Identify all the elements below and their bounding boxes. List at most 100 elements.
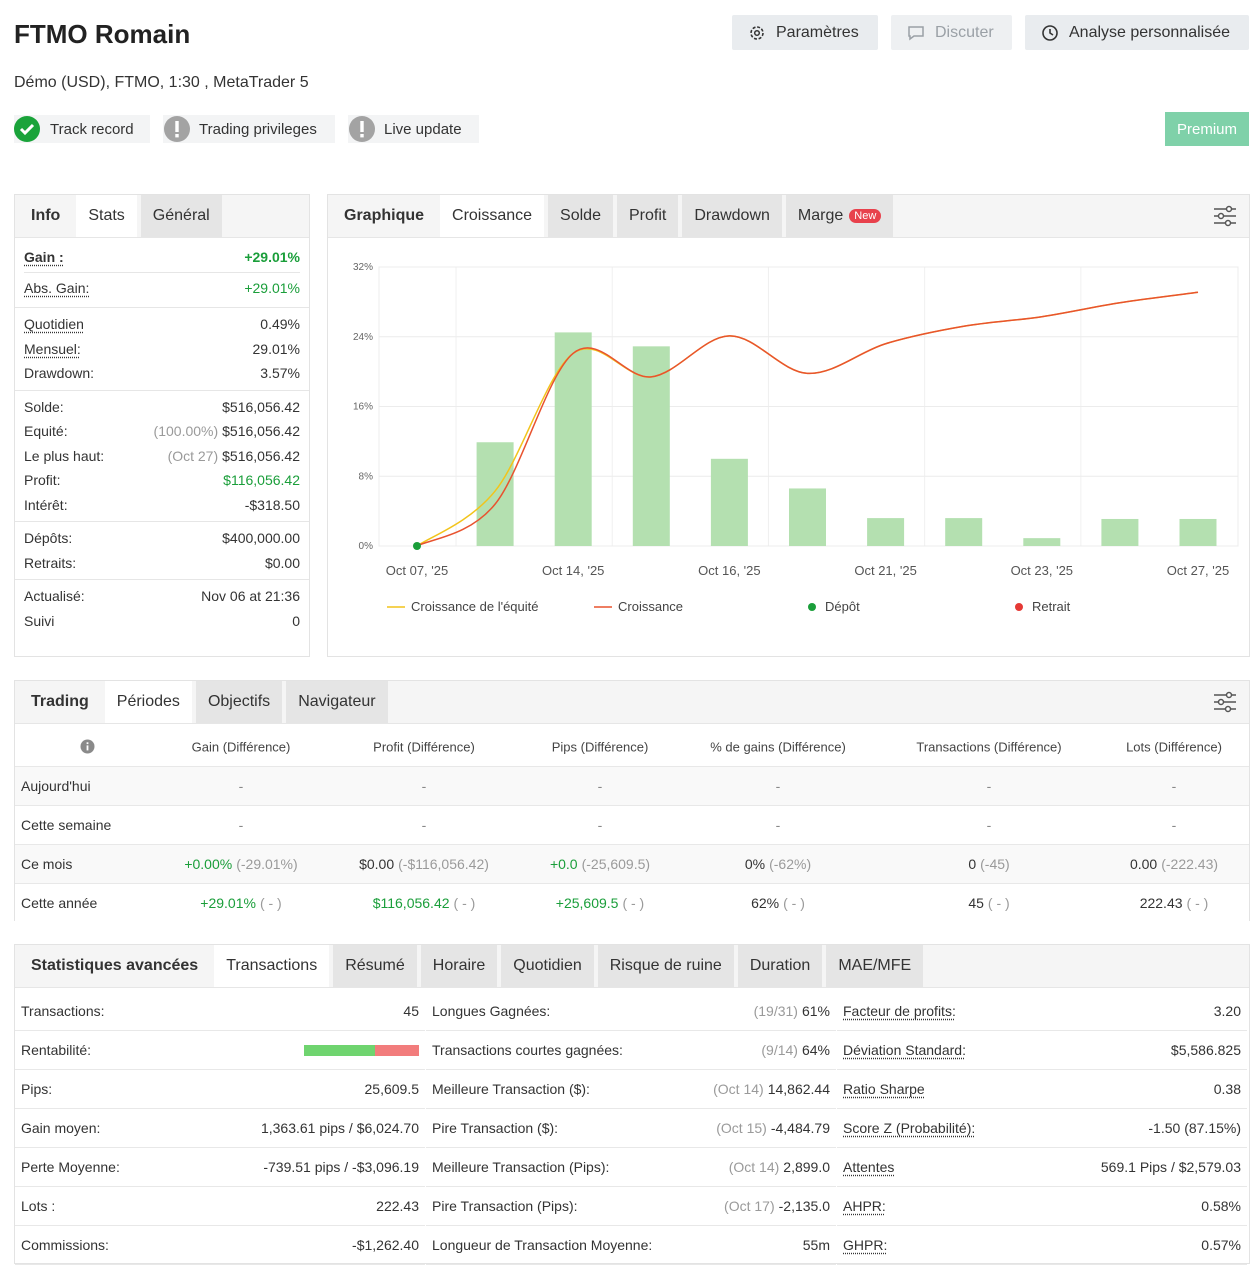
stats-label: Transactions: xyxy=(21,1003,105,1019)
stats-value: 61% xyxy=(801,1003,830,1019)
stats-label: Perte Moyenne: xyxy=(21,1159,120,1175)
info-label: Retraits: xyxy=(24,554,77,571)
filter-icon[interactable] xyxy=(1213,205,1237,227)
info-value-wrap: Nov 06 at 21:36 xyxy=(201,588,300,604)
cell-value: +29.01% xyxy=(200,894,256,911)
info-icon[interactable] xyxy=(80,739,95,754)
analysis-button[interactable]: Analyse personnalisée xyxy=(1025,15,1249,50)
info-label: Le plus haut: xyxy=(24,447,105,464)
info-row: Drawdown: 3.57% xyxy=(24,361,300,386)
stats-label: Pips: xyxy=(21,1081,53,1097)
cell-value: - xyxy=(421,816,427,833)
filter-icon[interactable] xyxy=(1213,691,1237,713)
tab-bar: Info Stats Général xyxy=(15,195,309,238)
discuss-button[interactable]: Discuter xyxy=(891,15,1012,50)
tab[interactable]: Résumé xyxy=(333,945,417,987)
stats-label: Gain moyen: xyxy=(21,1120,101,1136)
y-tick-label: 32% xyxy=(353,262,373,273)
info-label: Suivi xyxy=(24,612,55,629)
tab[interactable]: Navigateur xyxy=(286,681,388,723)
tab[interactable]: Marge New xyxy=(785,195,894,237)
tab[interactable]: Risque de ruine xyxy=(597,945,734,987)
stats-label: Déviation Standard: xyxy=(843,1042,966,1058)
stats-row: Transactions: 45 xyxy=(15,992,425,1031)
tab[interactable]: Solde xyxy=(548,195,613,237)
clock-icon xyxy=(1042,24,1058,41)
stats-row: Meilleure Transaction ($): (Oct 14) 14,862… xyxy=(426,1070,836,1109)
tab[interactable]: Graphique xyxy=(328,195,436,237)
stats-value-wrap: $5,586.825 xyxy=(1171,1042,1241,1058)
tab[interactable]: Trading xyxy=(15,681,101,723)
chat-icon xyxy=(908,25,924,40)
tab[interactable]: Transactions xyxy=(214,945,330,987)
tab[interactable]: Info xyxy=(15,195,72,237)
tab-label: Graphique xyxy=(344,207,425,224)
stats-value-wrap xyxy=(304,1044,419,1056)
stats-value: 0.58% xyxy=(1201,1198,1241,1214)
info-row: Intérêt: -$318.50 xyxy=(24,493,300,518)
tab[interactable]: Périodes xyxy=(104,681,192,723)
tab[interactable]: Statistiques avancées xyxy=(15,945,210,987)
stats-value-wrap: (19/31) 61% xyxy=(754,1003,830,1019)
stats-value-wrap: 222.43 xyxy=(376,1198,419,1214)
x-tick-label: Oct 23, '25 xyxy=(1011,563,1073,578)
tab[interactable]: Croissance xyxy=(440,195,545,237)
stats-row: GHPR: 0.57% xyxy=(837,1226,1247,1265)
cell-value: - xyxy=(1171,777,1177,794)
cell-value: - xyxy=(238,777,244,794)
table-cell: +0.00% (-29.01%) xyxy=(184,856,297,872)
stats-value: -4,484.79 xyxy=(770,1120,830,1136)
tab[interactable]: Duration xyxy=(737,945,823,987)
cell-value: - xyxy=(775,777,781,794)
stats-note: (19/31) xyxy=(753,1003,798,1019)
tab[interactable]: Profit xyxy=(616,195,679,237)
stats-row: Ratio Sharpe 0.38 xyxy=(837,1070,1247,1109)
stats-value-wrap: 569.1 Pips / $2,579.03 xyxy=(1101,1159,1241,1175)
info-label: Mensuel: xyxy=(24,340,81,357)
info-value: $516,056.42 xyxy=(222,447,300,464)
info-value-wrap: -$318.50 xyxy=(245,497,300,513)
tab[interactable]: Drawdown xyxy=(682,195,782,237)
tab[interactable]: Général xyxy=(140,195,222,237)
tab[interactable]: Horaire xyxy=(420,945,498,987)
table-cell: - xyxy=(1172,778,1177,794)
stats-label: GHPR: xyxy=(843,1237,888,1253)
stats-note: (Oct 14) xyxy=(713,1081,764,1097)
account-title: FTMO Romain xyxy=(14,19,191,49)
stats-row: AHPR: 0.58% xyxy=(837,1187,1247,1226)
legend-label: Retrait xyxy=(1032,599,1071,614)
cell-note: (-222.43) xyxy=(1161,855,1219,872)
tab[interactable]: Quotidien xyxy=(501,945,594,987)
settings-button[interactable]: Paramètres xyxy=(732,15,878,50)
stats-row: Transactions courtes gagnées: (9/14) 64% xyxy=(426,1031,836,1070)
premium-button[interactable]: Premium xyxy=(1165,112,1249,146)
tab-label: Marge xyxy=(797,207,844,224)
tab-label: Risque de ruine xyxy=(609,957,722,974)
tab[interactable]: MAE/MFE xyxy=(826,945,924,987)
tab[interactable]: Objectifs xyxy=(195,681,283,723)
cell-note: ( - ) xyxy=(987,894,1010,911)
stats-value-wrap: -1.50 (87.15%) xyxy=(1148,1120,1241,1136)
table-cell: - xyxy=(598,778,603,794)
info-row: Equité: (100.00%) $516,056.42 xyxy=(24,419,300,444)
cell-value: - xyxy=(775,816,781,833)
info-value-wrap: +29.01% xyxy=(244,280,300,296)
stats-value: 0.38 xyxy=(1213,1081,1241,1097)
stats-value: 569.1 Pips / $2,579.03 xyxy=(1100,1159,1241,1175)
cell-note: (-29.01%) xyxy=(236,855,298,872)
info-label: Solde: xyxy=(24,398,64,415)
info-value-wrap: $0.00 xyxy=(265,555,300,571)
badge: Live update xyxy=(348,115,479,143)
stats-row: Longueur de Transaction Moyenne: 55m xyxy=(426,1226,836,1265)
stats-value-wrap: (Oct 15) -4,484.79 xyxy=(716,1120,830,1136)
tab[interactable]: Stats xyxy=(76,195,137,237)
advanced-panel: Statistiques avancées Transactions Résumé H… xyxy=(14,944,1250,1265)
stats-value: 1,363.61 pips / $6,024.70 xyxy=(260,1120,419,1136)
column-header: % de gains (Différence) xyxy=(710,739,846,755)
column-header: Pips (Différence) xyxy=(551,739,649,755)
info-label: Dépôts: xyxy=(24,530,73,547)
cell-value: $0.00 xyxy=(359,855,395,872)
cell-note: ( - ) xyxy=(783,894,805,911)
stats-note: (Oct 15) xyxy=(716,1120,767,1136)
legend-label: Croissance xyxy=(618,599,683,614)
